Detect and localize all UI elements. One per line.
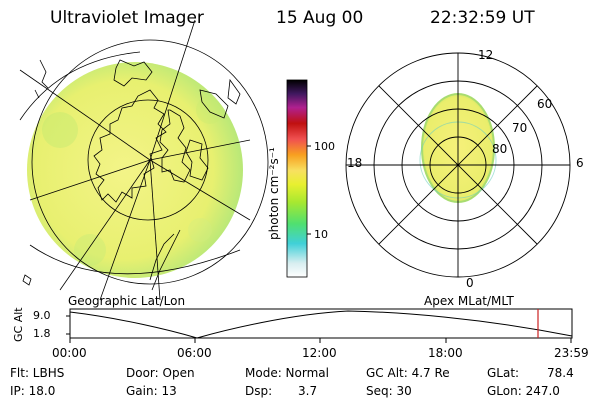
geographic-map <box>19 19 269 301</box>
info-glon: GLon: 247.0 <box>487 384 560 398</box>
altitude-frame <box>69 308 573 339</box>
altitude-ylabel: GC Alt <box>12 307 25 342</box>
info-dsp: Dsp: <box>245 384 273 398</box>
image-time: 22:32:59 UT <box>430 8 535 28</box>
info-mode: Mode: Normal <box>245 366 329 380</box>
mlat-label-60: 60 <box>537 97 553 111</box>
mlt-label-18: 18 <box>347 156 363 170</box>
mlat-label-80: 80 <box>492 142 508 156</box>
alt-xtick-0000: 00:00 <box>52 346 87 360</box>
info-door: Door: Open <box>126 366 195 380</box>
noise-pattern <box>42 96 224 266</box>
colorbar <box>286 79 311 278</box>
colorbar-gradient <box>286 79 308 278</box>
alt-ytick-1-8: 1.8 <box>33 327 51 340</box>
polar-plot <box>345 52 571 278</box>
info-ip: IP: 18.0 <box>10 384 56 398</box>
info-glat-value: 78.4 <box>547 366 574 380</box>
instrument-title: Ultraviolet Imager <box>50 8 204 28</box>
earth-disk <box>27 62 243 278</box>
alt-ytick-9: 9.0 <box>33 309 51 322</box>
image-date: 15 Aug 00 <box>276 8 364 28</box>
geo-caption: Geographic Lat/Lon <box>68 294 186 308</box>
info-dsp-value: 3.7 <box>298 384 318 398</box>
info-gain: Gain: 13 <box>126 384 177 398</box>
info-glat: GLat: <box>487 366 520 380</box>
polar-caption: Apex MLat/MLT <box>424 294 514 308</box>
info-gc-alt: GC Alt: 4.7 Re <box>366 366 450 380</box>
altitude-chart <box>66 308 573 343</box>
lat-lon-grid <box>19 19 269 301</box>
info-flt: Flt: LBHS <box>10 366 65 380</box>
mlat-label-70: 70 <box>512 121 528 135</box>
polar-grid <box>345 52 571 278</box>
colorbar-label-10: 10 <box>314 228 328 241</box>
alt-xtick-1200: 12:00 <box>302 346 337 360</box>
mlt-label-6: 6 <box>576 156 584 170</box>
mlt-label-12: 12 <box>478 48 494 62</box>
info-seq: Seq: 30 <box>366 384 412 398</box>
alt-xtick-0600: 06:00 <box>177 346 212 360</box>
alt-xtick-1800: 18:00 <box>428 346 463 360</box>
colorbar-label-100: 100 <box>314 140 335 153</box>
altitude-curve <box>69 310 573 339</box>
colorbar-unit-label: photon cm⁻²s⁻¹ <box>267 147 281 240</box>
coastlines <box>22 59 241 291</box>
alt-xtick-2359: 23:59 <box>554 346 589 360</box>
mlt-label-0: 0 <box>466 276 474 290</box>
